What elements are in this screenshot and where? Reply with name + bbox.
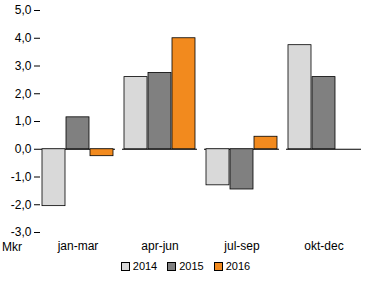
svg-text:1,0: 1,0 (15, 114, 32, 128)
svg-text:4,0: 4,0 (15, 31, 32, 45)
svg-text:2,0: 2,0 (15, 87, 32, 101)
svg-text:-2,0: -2,0 (11, 198, 32, 212)
svg-text:-1,0: -1,0 (11, 170, 32, 184)
svg-text:-3,0: -3,0 (11, 225, 32, 239)
html-text:2015: 2015 (179, 260, 204, 272)
svg-text:jul-sep: jul-sep (223, 239, 260, 253)
svg-text:okt-dec: okt-dec (304, 239, 343, 253)
svg-text:0,0: 0,0 (15, 142, 32, 156)
html-text:2016: 2016 (225, 260, 251, 272)
svg-text:5,0: 5,0 (15, 3, 32, 17)
html-text:Mkr: Mkr (2, 240, 22, 254)
svg-text:jan-mar: jan-mar (57, 239, 99, 253)
html-text:2014: 2014 (132, 260, 158, 272)
svg-text:apr-jun: apr-jun (141, 239, 178, 253)
svg-text:3,0: 3,0 (15, 59, 32, 73)
